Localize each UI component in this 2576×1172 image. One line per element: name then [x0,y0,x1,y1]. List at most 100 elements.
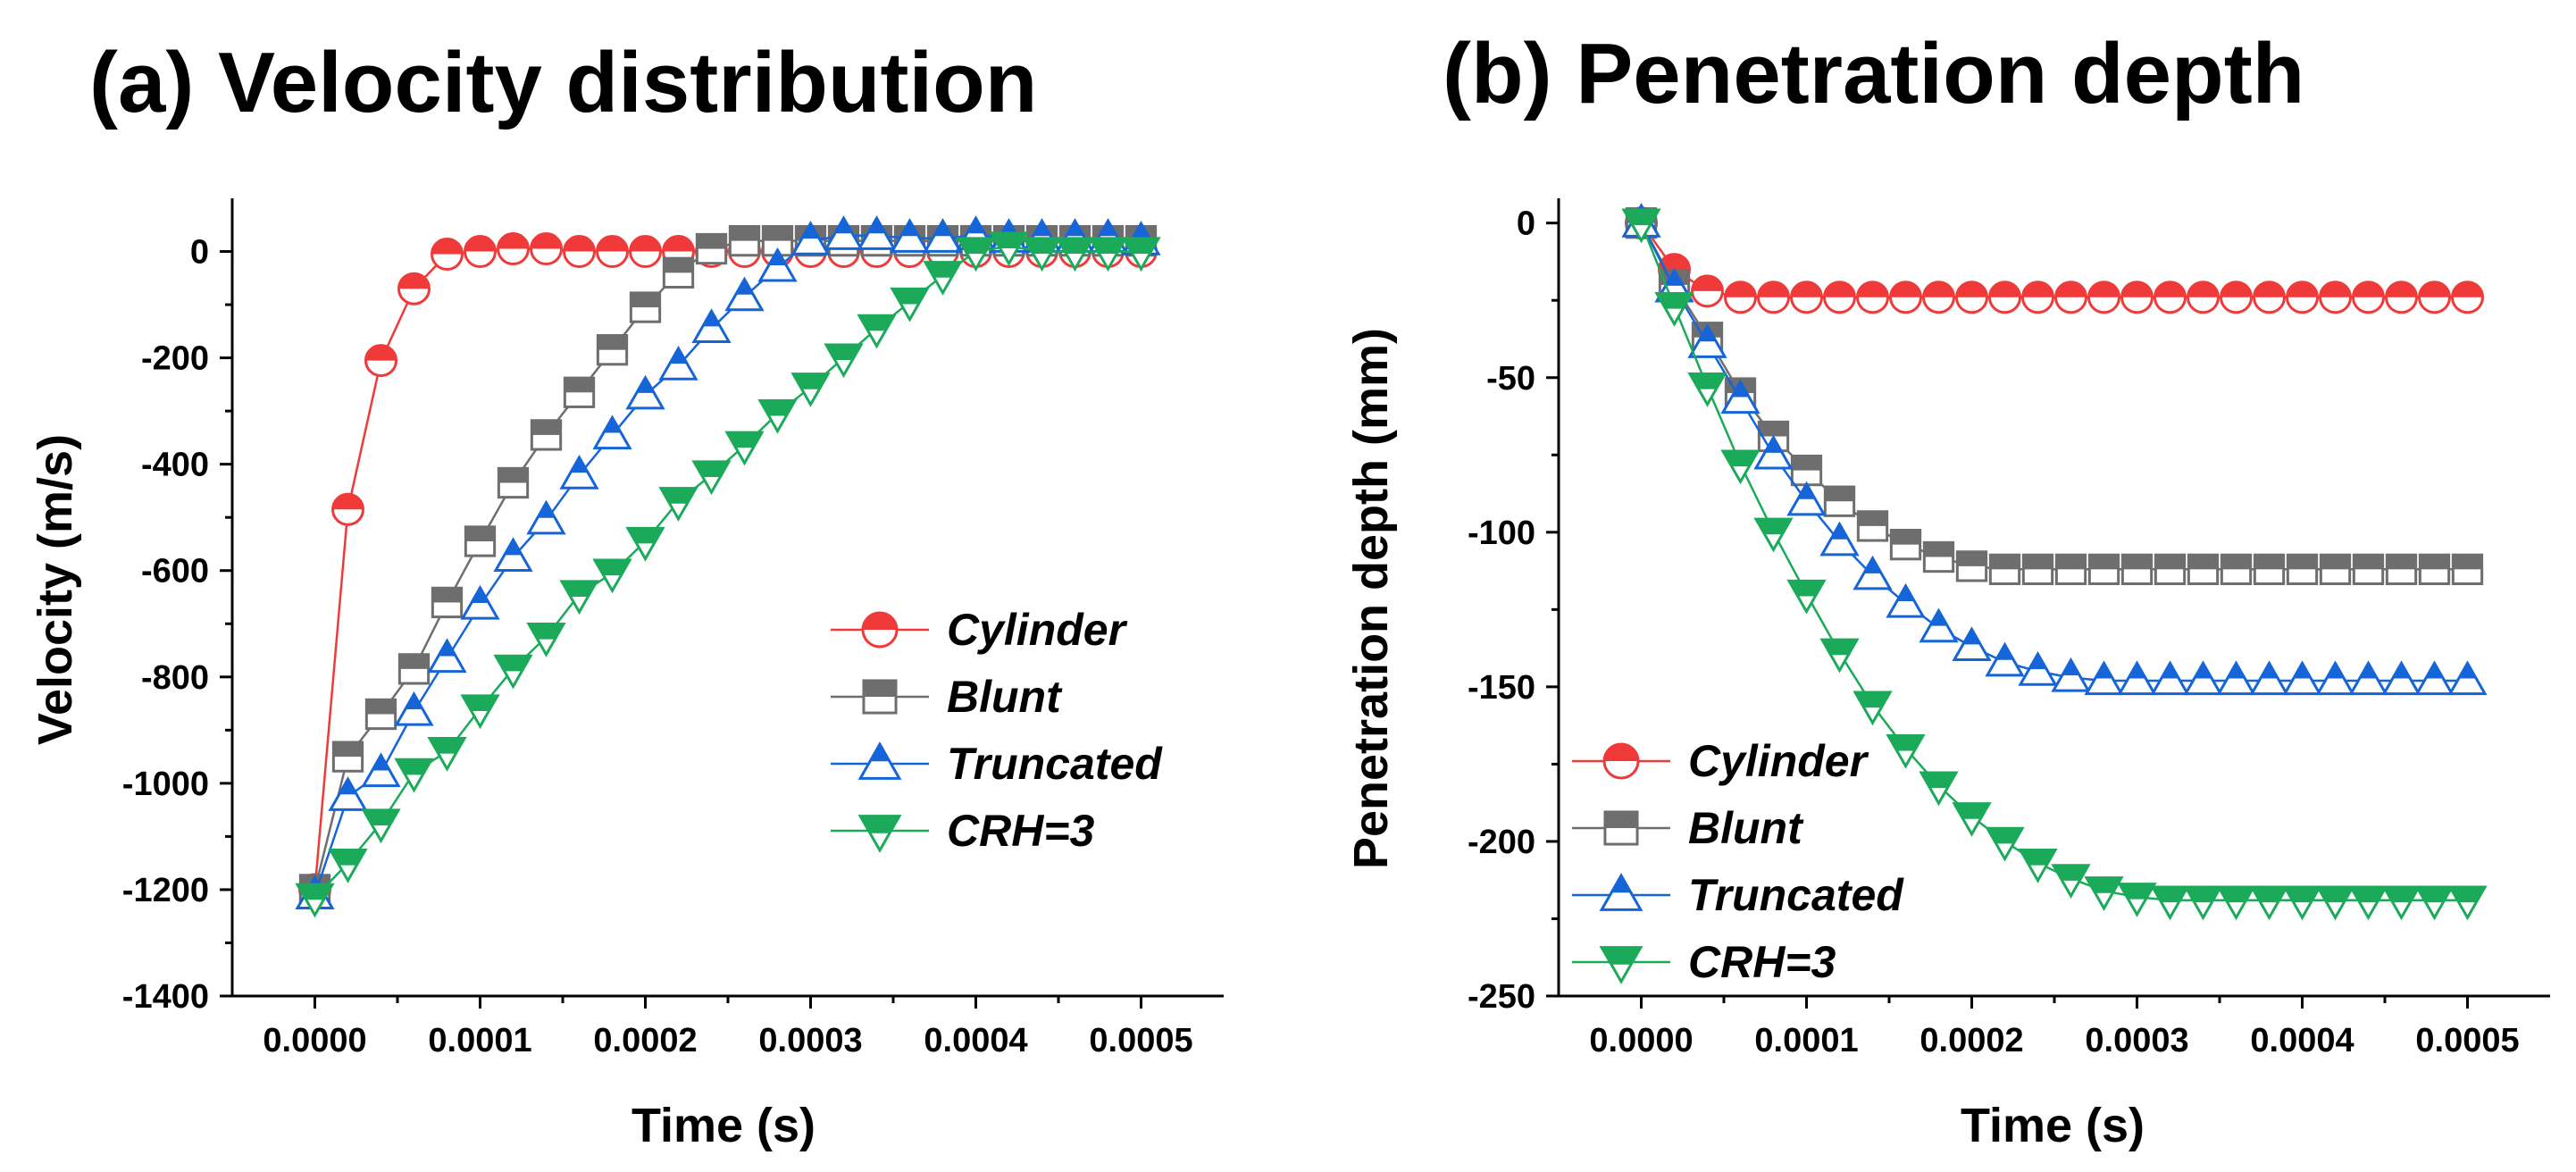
panel-b-point-cylinder-fill [1725,281,1756,297]
panel-b-point-truncated-fill [2062,659,2080,676]
panel-b-point-truncated [2315,660,2355,696]
panel-a-point-truncated-fill [603,417,622,433]
panel-a-point-blunt-fill [664,258,693,273]
panel-b-point-blunt-fill [1792,456,1821,471]
panel-a-point-crh-3-fill [528,624,565,640]
panel-a-xtick-label: 0.0004 [924,1022,1027,1059]
panel-b-point-blunt-fill [2287,555,2317,570]
panel-b-series-crh-3 [1621,208,2488,921]
panel-a-point-crh-3-fill [396,759,432,775]
panel-a-point-crh-3-fill [297,884,333,900]
panel-b-point-truncated-fill [2359,663,2378,679]
panel-a-point-truncated-fill [834,218,853,234]
panel-b-point-crh-3-fill [2152,887,2188,903]
panel-a-point-truncated-fill [735,279,754,295]
panel-b-point-truncated-fill [2028,654,2047,670]
panel-b-point-truncated-fill [2128,663,2146,679]
panel-a-point-crh-3-fill [759,400,796,416]
panel-a-point-truncated-fill [933,221,952,237]
panel-b-legend-item-crh-3: CRH=3 [1572,937,1836,987]
panel-a-point-crh-3-fill [924,262,961,278]
panel-b-point-crh-3-fill [1986,828,2023,844]
panel-a-point-truncated-fill [438,640,456,657]
panel-b-point-crh-3-fill [2218,887,2254,903]
panel-a-series-truncated [295,215,1161,910]
panel-a-point-cylinder-fill [663,236,694,252]
panel-b-point-crh-3-fill [2449,887,2486,903]
panel-b-ytick-label: -150 [1468,669,1535,707]
panel-b-point-cylinder-fill [2452,281,2483,297]
panel-a-point-crh-3-fill [825,344,862,361]
panel-a-point-truncated-fill [801,223,820,239]
panel-a-point-crh-3-fill [693,461,730,478]
panel-a-point-truncated-fill [405,693,423,710]
panel-b-point-blunt-fill [1924,542,1953,557]
panel-b-legend-label-blunt: Blunt [1688,803,1804,853]
panel-a-point-truncated [526,499,566,535]
panel-a-point-crh-3-fill [991,232,1027,249]
panel-a-line-truncated [314,234,1142,896]
panel-a-line-crh-3 [314,245,1142,899]
panel-a-ylabel: Velocity (m/s) [29,434,82,745]
panel-a-xlabel: Time (s) [631,1099,815,1152]
panel-b-point-truncated-fill [2293,663,2312,679]
panel-b-xtick-label: 0.0004 [2250,1022,2354,1059]
panel-b-point-truncated-fill [2227,663,2246,679]
panel-b-point-cylinder-fill [1692,275,1723,291]
panel-b-point-crh-3-fill [2119,883,2155,900]
panel-a-point-crh-3-fill [1123,238,1159,254]
panel-b-legend-marker-cylinder-fill [1604,744,1638,761]
panel-a-xtick-label: 0.0000 [263,1022,366,1059]
panel-b-xtick-label: 0.0005 [2415,1022,2519,1059]
panel-b-point-blunt-fill [2023,555,2053,570]
panel-b-point-truncated-fill [2392,663,2411,679]
panel-b-point-truncated-fill [1665,270,1684,286]
panel-a-point-crh-3-fill [429,738,465,754]
panel-b-point-truncated-fill [1764,437,1783,453]
panel-b: (b) Penetration depth Penetration depth … [1344,26,2550,1152]
panel-a-point-truncated [658,345,698,381]
panel-b-point-crh-3-fill [2350,887,2387,903]
panel-a-point-crh-3-fill [958,238,994,254]
panel-b-point-cylinder-fill [2353,281,2384,297]
panel-b-legend-marker-truncated-fill [1611,875,1631,893]
panel-a-point-truncated [394,691,434,726]
panel-b-point-crh-3-fill [2020,850,2056,866]
panel-a-ytick-label: -600 [141,553,209,590]
panel-b-point-cylinder-fill [2055,281,2087,297]
panel-b-point-truncated-fill [1698,326,1717,342]
panel-b-point-truncated-fill [2260,663,2279,679]
panel-b-point-crh-3-fill [2317,887,2354,903]
panel-b-point-truncated [2183,660,2223,696]
panel-b-point-crh-3-fill [1788,581,1825,597]
panel-b-point-cylinder-fill [1791,281,1822,297]
panel-a-ytick-label: -400 [141,447,209,484]
panel-a-point-crh-3-fill [792,373,829,389]
panel-a-point-cylinder-fill [597,236,628,252]
panel-b-point-blunt-fill [2321,555,2350,570]
panel-b-point-cylinder-fill [1989,281,2020,297]
panel-b-point-cylinder-fill [2386,281,2417,297]
panel-a-point-blunt-fill [697,234,726,249]
panel-b-point-cylinder-fill [2088,281,2120,297]
panel-a-point-crh-3-fill [594,560,631,576]
panel-a-legend: Cylinder Blunt Truncated CRH=3 [831,605,1163,856]
panel-b-ytick-label: 0 [1517,205,1535,243]
panel-b-ticks: 0.0000 0.0001 0.0002 0.0003 0.0004 0.0005 -250… [1468,205,2520,1059]
panel-b-point-truncated [2249,660,2289,696]
panel-b-point-cylinder-fill [1659,254,1690,270]
panel-b-point-cylinder-fill [2287,281,2318,297]
panel-b-point-cylinder-fill [2320,281,2351,297]
panel-a-ytick-label: -200 [141,340,209,378]
panel-b-point-cylinder-fill [2254,281,2285,297]
panel-a-point-crh-3-fill [858,315,895,331]
panel-a-point-cylinder-fill [564,236,595,252]
panel-a-legend-marker-blunt-fill [863,680,897,697]
panel-b-point-truncated [1786,481,1827,516]
panel-a-point-cylinder-fill [431,239,463,255]
panel-a-point-cylinder-fill [531,233,562,249]
panel-b-point-truncated-fill [1962,629,1981,645]
panel-a-xtick-label: 0.0005 [1089,1022,1192,1059]
panel-b-legend: Cylinder Blunt Truncated CRH=3 [1572,736,1904,987]
panel-a-point-truncated-fill [768,249,787,265]
